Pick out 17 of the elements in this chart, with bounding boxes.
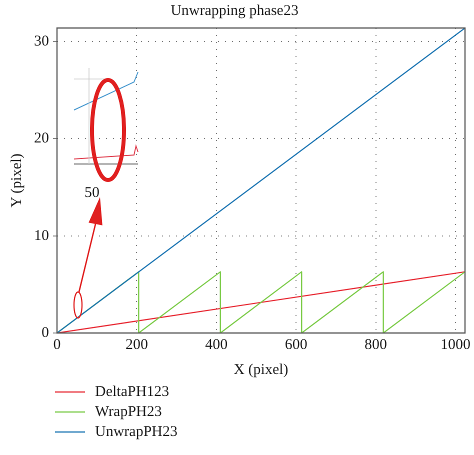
x-tick-label: 400 xyxy=(205,336,228,353)
chart-title: Unwrapping phase23 xyxy=(170,2,298,19)
x-axis-title: X (pixel) xyxy=(234,362,288,378)
y-tick-label: 10 xyxy=(34,228,49,244)
y-axis-title: Y (pixel) xyxy=(8,153,25,208)
y-tick-label: 20 xyxy=(34,130,49,147)
x-tick-label: 200 xyxy=(125,336,148,353)
x-tick-label: 0 xyxy=(53,336,61,353)
legend-label: DeltaPH123 xyxy=(95,384,170,400)
y-tick-label: 0 xyxy=(42,324,49,341)
x-tick-label: 1000 xyxy=(440,336,470,353)
legend-label: UnwrapPH23 xyxy=(95,424,178,440)
x-tick-label: 800 xyxy=(364,336,387,353)
x-tick-label: 600 xyxy=(284,336,308,353)
y-tick-label: 30 xyxy=(34,34,49,50)
legend-label: WrapPH23 xyxy=(95,404,162,420)
annotation: 50 xyxy=(84,185,100,201)
